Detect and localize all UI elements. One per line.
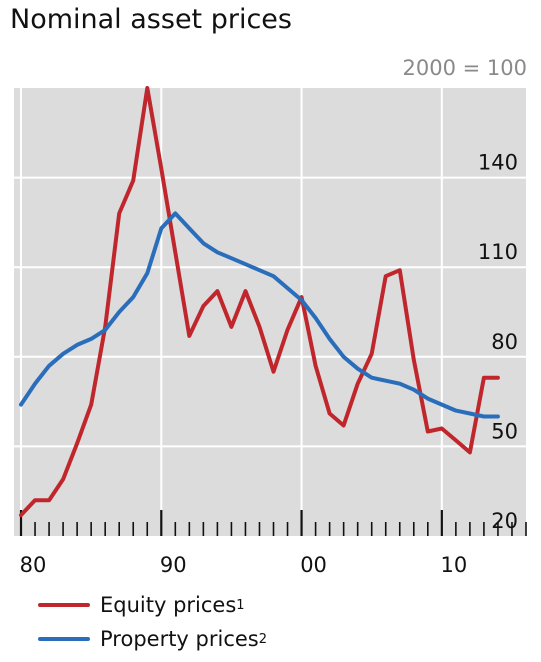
legend-item-equity: Equity prices 1 (38, 588, 267, 622)
series-line-property-prices (19, 211, 500, 419)
legend-footnote-equity: 1 (236, 597, 245, 613)
chart-title: Nominal asset prices (10, 4, 292, 35)
y-tick-label: 80 (491, 330, 518, 354)
y-tick-label: 110 (478, 240, 518, 264)
series-layer (19, 86, 500, 518)
x-tick-label: 00 (300, 553, 327, 577)
y-tick-label: 140 (478, 151, 518, 175)
legend-swatch-equity (38, 603, 90, 607)
legend-label-property: Property prices (100, 627, 259, 651)
x-tick-label: 80 (20, 553, 47, 577)
legend-label-equity: Equity prices (100, 593, 237, 617)
legend: Equity prices 1 Property prices 2 (38, 588, 267, 656)
series-line-equity-prices (19, 86, 500, 518)
x-tick-label: 90 (160, 553, 187, 577)
legend-item-property: Property prices 2 (38, 622, 267, 656)
label-layer: 80 90 00 10 20 50 80 110 140 (20, 151, 518, 577)
plot-background (14, 88, 526, 536)
unit-label: 2000 = 100 (402, 56, 527, 80)
legend-footnote-property: 2 (258, 631, 268, 647)
x-tick-label: 10 (440, 553, 467, 577)
y-tick-label: 50 (491, 419, 518, 443)
legend-swatch-property (38, 637, 90, 641)
tick-layer (19, 510, 527, 536)
y-tick-label: 20 (491, 509, 518, 533)
